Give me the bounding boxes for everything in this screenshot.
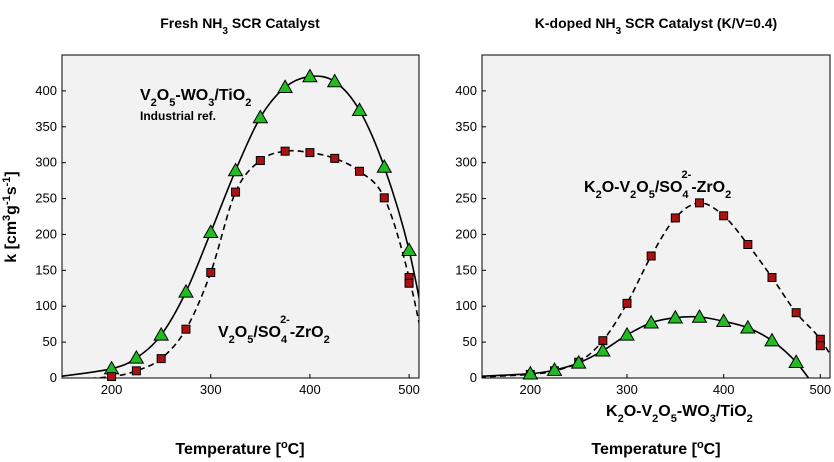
data-point: [231, 187, 241, 197]
data-point: [643, 314, 660, 329]
y-tick-label: 350: [455, 119, 477, 134]
data-point: [788, 354, 805, 368]
data-point: [570, 354, 587, 369]
y-tick-label: 250: [35, 191, 57, 206]
data-point: [691, 308, 708, 323]
data-point: [202, 224, 219, 239]
series-label-v2o5-wo3-tio2: V2O5-WO3/TiO2: [140, 87, 251, 109]
data-point: [376, 158, 393, 173]
data-point: [355, 166, 364, 176]
data-point: [330, 153, 340, 163]
data-point: [131, 366, 141, 376]
x-tick-label: 200: [101, 382, 123, 397]
chart-title: K-doped NH3 SCR Catalyst (K/V=0.4): [535, 15, 777, 37]
x-tick-label: 400: [713, 382, 735, 397]
series-note-industrial-ref: Industrial ref.: [140, 109, 216, 123]
data-point: [622, 298, 632, 308]
y-tick-label: 300: [35, 155, 57, 170]
series-label-v2o5-so4-zro2: V2O5/SO42--ZrO2: [218, 314, 330, 346]
plot-area: [481, 54, 831, 379]
y-tick-label: 100: [35, 298, 57, 313]
x-tick-label: 500: [398, 382, 420, 397]
y-tick-label: 50: [463, 334, 477, 349]
y-axis-label: k [cm3g-1s-1]: [1, 171, 20, 263]
x-tick-label: 400: [299, 382, 321, 397]
data-point: [128, 349, 145, 364]
data-point: [670, 213, 680, 223]
data-point: [522, 365, 539, 380]
y-tick-label: 0: [50, 370, 57, 385]
data-point: [302, 68, 318, 83]
data-point: [156, 354, 166, 364]
x-tick-label: 500: [809, 382, 831, 397]
y-tick-label: 200: [455, 226, 477, 241]
data-point: [404, 278, 414, 288]
y-tick-label: 150: [35, 262, 57, 277]
data-point: [252, 109, 269, 124]
data-point: [181, 324, 191, 334]
y-tick-label: 400: [35, 83, 57, 98]
y-tick-label: 50: [43, 334, 57, 349]
y-tick-label: 350: [35, 119, 57, 134]
data-point: [695, 198, 704, 208]
x-tick-label: 300: [200, 382, 222, 397]
y-tick-label: 400: [455, 83, 477, 98]
data-point: [326, 73, 343, 88]
y-tick-label: 250: [455, 191, 477, 206]
data-point: [719, 211, 729, 221]
data-point: [401, 242, 417, 256]
data-point: [767, 273, 777, 283]
data-point: [791, 308, 801, 318]
data-point: [379, 193, 389, 203]
y-tick-label: 200: [35, 226, 57, 241]
data-point: [277, 79, 293, 94]
chart-title: Fresh NH3 SCR Catalyst: [160, 15, 320, 37]
x-axis-label: Temperature [oC]: [175, 439, 304, 458]
data-point: [646, 251, 656, 261]
y-tick-label: 100: [455, 298, 477, 313]
data-point: [280, 146, 290, 156]
data-point: [107, 372, 117, 382]
data-point: [305, 148, 315, 158]
series-label-k2o-v2o5-wo3-tio2: K2O-V2O5-WO3/TiO2: [606, 403, 753, 425]
chart-k-doped-catalyst: K-doped NH3 SCR Catalyst (K/V=0.4) 200 30…: [455, 15, 831, 458]
data-point: [739, 319, 756, 334]
data-point: [715, 313, 732, 328]
chart-fresh-catalyst: Fresh NH3 SCR Catalyst 200 300 400 500 0 50 10…: [1, 15, 420, 458]
data-point: [206, 267, 216, 277]
data-point: [153, 326, 170, 341]
data-point: [227, 162, 244, 177]
y-tick-label: 150: [455, 262, 477, 277]
data-point: [619, 326, 635, 341]
data-point: [764, 332, 780, 347]
data-point: [255, 156, 265, 166]
y-tick-label: 300: [455, 155, 477, 170]
data-point: [546, 362, 563, 376]
data-point: [178, 283, 194, 298]
x-axis-label: Temperature [oC]: [591, 439, 720, 458]
y-tick-label: 0: [470, 370, 477, 385]
data-point: [815, 341, 825, 351]
data-point: [351, 102, 368, 117]
series-label-k2o-v2o5-so4-zro2: K2O-V2O5/SO42--ZrO2: [584, 169, 731, 201]
x-tick-label: 200: [519, 382, 541, 397]
data-point: [667, 309, 684, 324]
x-tick-label: 300: [616, 382, 638, 397]
data-point: [594, 342, 611, 357]
data-point: [743, 239, 753, 249]
